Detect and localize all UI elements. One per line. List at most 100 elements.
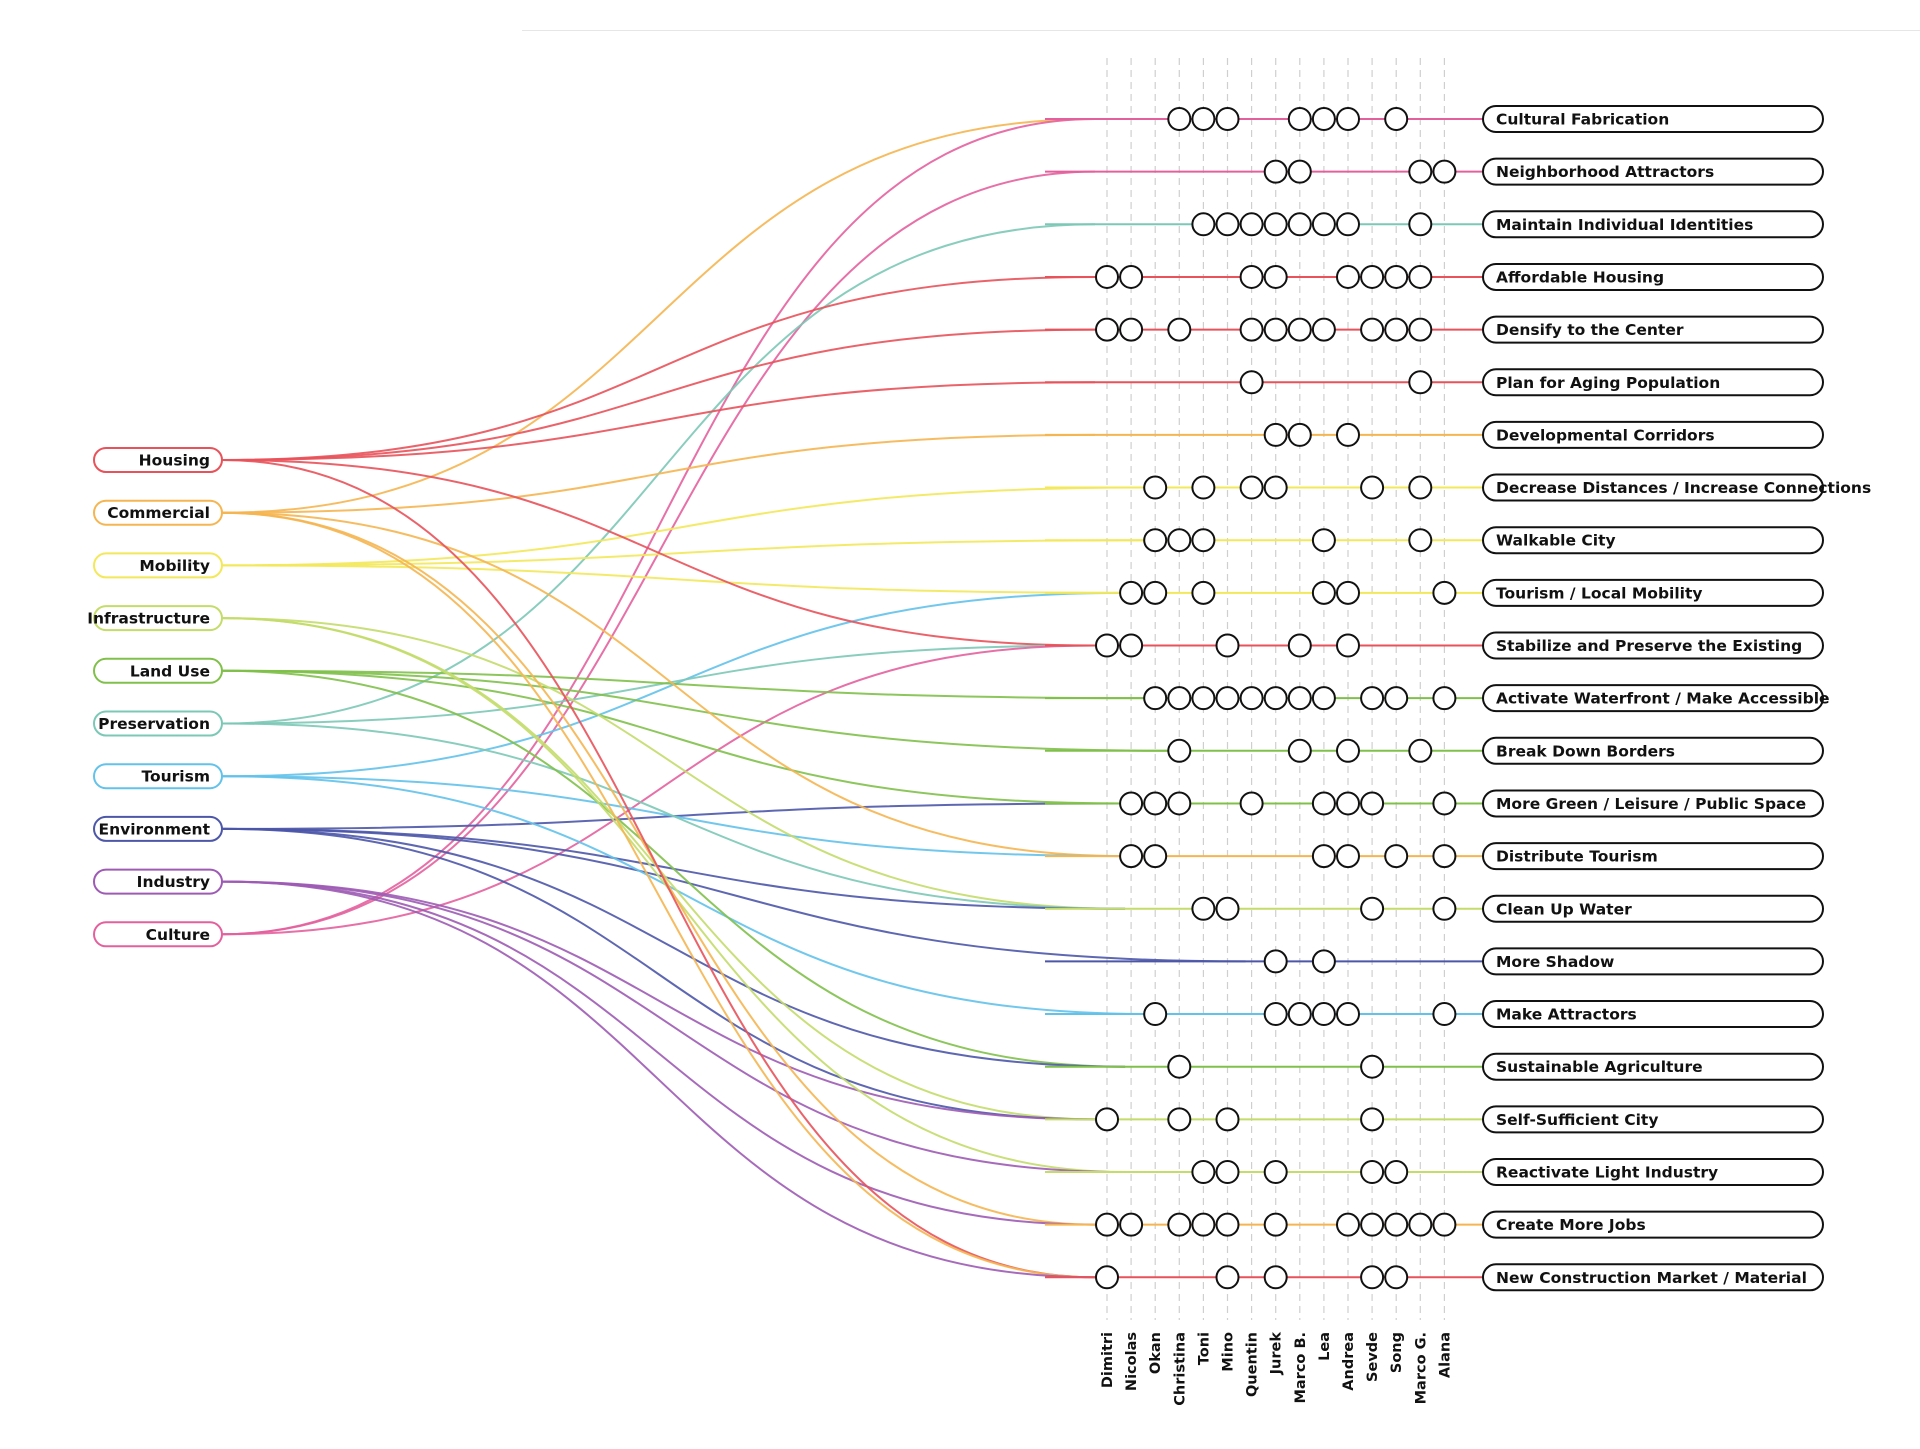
goal-pill[interactable]: Stabilize and Preserve the Existing bbox=[1482, 631, 1824, 660]
goal-pill-box bbox=[1482, 526, 1824, 555]
vote-marker bbox=[1336, 264, 1360, 289]
goal-pill[interactable]: Activate Waterfront / Make Accessible bbox=[1482, 684, 1830, 713]
vote-marker bbox=[1336, 580, 1360, 605]
vote-marker bbox=[1311, 317, 1336, 342]
connection-curve bbox=[221, 827, 1126, 1068]
goal-pill[interactable]: Developmental Corridors bbox=[1482, 420, 1824, 449]
connection-curve bbox=[221, 775, 1150, 1016]
goal-label: Maintain Individual Identities bbox=[1496, 216, 1753, 234]
goal-label: Break Down Borders bbox=[1496, 742, 1675, 760]
goal-label: More Shadow bbox=[1496, 953, 1614, 971]
vote-marker bbox=[1167, 1054, 1192, 1079]
vote-marker bbox=[1311, 949, 1336, 974]
vote-marker bbox=[1215, 1212, 1240, 1237]
goal-pill[interactable]: Clean Up Water bbox=[1482, 894, 1824, 923]
category-pill[interactable]: Culture bbox=[93, 921, 223, 948]
goal-pill[interactable]: Maintain Individual Identities bbox=[1482, 210, 1824, 239]
connection-curve bbox=[221, 827, 1246, 963]
goal-pill[interactable]: Neighborhood Attractors bbox=[1482, 157, 1824, 186]
category-pill[interactable]: Industry bbox=[93, 868, 223, 895]
goal-pill-box bbox=[1482, 1052, 1824, 1081]
category-label: Mobility bbox=[139, 557, 210, 575]
goal-pill-box bbox=[1482, 947, 1824, 976]
goal-pill[interactable]: Affordable Housing bbox=[1482, 262, 1824, 291]
goal-pill[interactable]: Self-Sufficient City bbox=[1482, 1105, 1824, 1134]
goal-pill[interactable]: More Green / Leisure / Public Space bbox=[1482, 789, 1824, 818]
vote-marker bbox=[1384, 1265, 1409, 1290]
vote-marker bbox=[1311, 844, 1336, 869]
participant-name: Jurek bbox=[1269, 1332, 1285, 1376]
connection-curve bbox=[221, 669, 1126, 1068]
vote-marker bbox=[1311, 1002, 1336, 1027]
goal-pill[interactable]: Walkable City bbox=[1482, 526, 1824, 555]
goal-pill[interactable]: Break Down Borders bbox=[1482, 736, 1824, 765]
vote-marker bbox=[1143, 844, 1168, 869]
participant-name: Andrea bbox=[1341, 1332, 1357, 1391]
category-pill-box bbox=[93, 868, 223, 895]
connection-curve bbox=[221, 880, 1126, 1173]
goal-pill[interactable]: Distribute Tourism bbox=[1482, 842, 1824, 871]
vote-marker bbox=[1119, 317, 1144, 342]
vote-marker bbox=[1336, 791, 1360, 816]
vote-marker bbox=[1191, 896, 1216, 921]
vote-marker bbox=[1360, 896, 1385, 921]
vote-marker bbox=[1432, 686, 1457, 711]
vote-marker bbox=[1263, 317, 1288, 342]
goal-pill[interactable]: Plan for Aging Population bbox=[1482, 368, 1824, 397]
category-pill[interactable]: Housing bbox=[93, 447, 223, 473]
goal-pill[interactable]: New Construction Market / Material bbox=[1482, 1263, 1824, 1292]
vote-marker bbox=[1336, 212, 1360, 237]
connection-curve bbox=[221, 644, 1096, 936]
goal-pill-box bbox=[1482, 1263, 1824, 1292]
category-pill[interactable]: Mobility bbox=[93, 552, 223, 579]
category-label: Land Use bbox=[130, 662, 210, 680]
vote-marker bbox=[1432, 896, 1457, 921]
participant-name: Toni bbox=[1196, 1332, 1212, 1365]
participant-name: Marco B. bbox=[1293, 1332, 1309, 1404]
connection-curve bbox=[221, 617, 1126, 910]
goal-pill-box bbox=[1482, 1105, 1824, 1134]
vote-marker bbox=[1119, 791, 1144, 816]
goal-label: Affordable Housing bbox=[1496, 268, 1664, 286]
category-pill[interactable]: Infrastructure bbox=[87, 605, 223, 632]
vote-marker bbox=[1311, 528, 1336, 553]
connection-curve bbox=[221, 275, 1096, 461]
vote-marker bbox=[1215, 107, 1240, 131]
vote-marker bbox=[1408, 264, 1433, 289]
connection-curve bbox=[221, 433, 1096, 514]
category-pill[interactable]: Land Use bbox=[93, 657, 223, 684]
goal-pill[interactable]: Reactivate Light Industry bbox=[1482, 1158, 1824, 1186]
category-label: Infrastructure bbox=[87, 610, 210, 628]
goal-pill[interactable]: Cultural Fabrication bbox=[1482, 105, 1824, 133]
goal-pill[interactable]: Tourism / Local Mobility bbox=[1482, 578, 1824, 607]
vote-marker bbox=[1215, 212, 1240, 237]
participant-name: Sevde bbox=[1365, 1332, 1381, 1382]
goal-pill[interactable]: Create More Jobs bbox=[1482, 1210, 1824, 1239]
vote-marker bbox=[1360, 1265, 1385, 1290]
vote-marker bbox=[1263, 264, 1288, 289]
goal-pill[interactable]: Make Attractors bbox=[1482, 1000, 1824, 1029]
category-pill[interactable]: Environment bbox=[93, 815, 223, 842]
connection-curve bbox=[221, 118, 1096, 514]
goal-pill-box bbox=[1482, 1210, 1824, 1239]
vote-marker bbox=[1215, 896, 1240, 921]
goal-pill[interactable]: Decrease Distances / Increase Connection… bbox=[1482, 473, 1871, 502]
vote-marker bbox=[1095, 1107, 1119, 1132]
goal-label: Stabilize and Preserve the Existing bbox=[1496, 637, 1802, 655]
vote-marker bbox=[1287, 159, 1312, 184]
goal-label: Decrease Distances / Increase Connection… bbox=[1496, 479, 1871, 497]
goal-label: Cultural Fabrication bbox=[1496, 111, 1669, 129]
category-pill[interactable]: Tourism bbox=[93, 763, 223, 790]
goal-pill[interactable]: More Shadow bbox=[1482, 947, 1824, 976]
goal-pill[interactable]: Densify to the Center bbox=[1482, 315, 1824, 344]
vote-marker bbox=[1215, 1107, 1240, 1132]
goal-pill-box bbox=[1482, 578, 1824, 607]
category-pill[interactable]: Preservation bbox=[93, 710, 223, 737]
goal-pill[interactable]: Sustainable Agriculture bbox=[1482, 1052, 1824, 1081]
goal-label: Self-Sufficient City bbox=[1496, 1111, 1658, 1129]
category-pill[interactable]: Commercial bbox=[93, 499, 223, 526]
vote-marker bbox=[1384, 844, 1409, 869]
vote-marker bbox=[1239, 370, 1264, 395]
vote-marker bbox=[1408, 317, 1433, 342]
